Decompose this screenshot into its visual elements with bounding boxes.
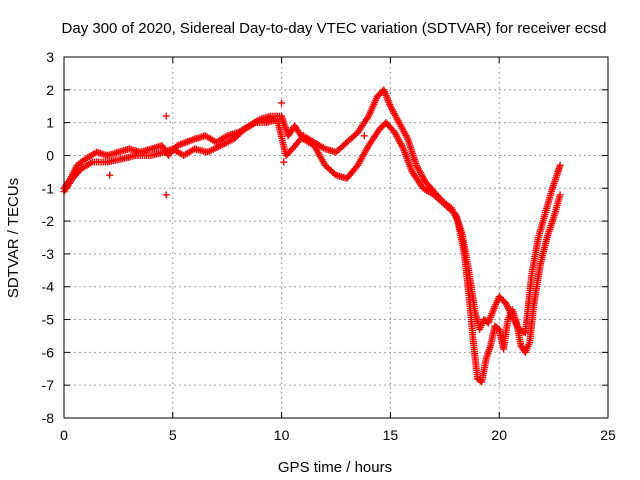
data-point xyxy=(556,161,564,169)
x-tick-label: 0 xyxy=(60,427,68,443)
y-tick-label: -8 xyxy=(42,410,55,426)
gridlines xyxy=(64,57,608,418)
y-tick-label: 0 xyxy=(46,147,54,163)
y-tick-label: -2 xyxy=(42,213,55,229)
x-tick-label: 25 xyxy=(600,427,616,443)
chart-title: Day 300 of 2020, Sidereal Day-to-day VTE… xyxy=(62,20,607,37)
axis-ticks: -8 -7 -6 -5 -4 -3 -2 -1 0 1 2 3 0 5 10 15 20 25 xyxy=(42,49,616,443)
data-point xyxy=(278,99,286,107)
data-point xyxy=(360,132,368,140)
plot-frame xyxy=(63,56,609,419)
y-tick-label: -3 xyxy=(42,246,55,262)
y-tick-label: 2 xyxy=(46,82,54,98)
data-point xyxy=(556,191,564,199)
x-tick-label: 10 xyxy=(274,427,290,443)
y-tick-label: -6 xyxy=(42,344,55,360)
data-markers xyxy=(60,86,564,386)
y-tick-label: -5 xyxy=(42,312,55,328)
y-axis-label: SDTVAR / TECUs xyxy=(5,178,22,298)
x-tick-label: 20 xyxy=(491,427,507,443)
data-point xyxy=(106,171,114,179)
y-tick-label: 1 xyxy=(46,115,54,131)
y-tick-label: -4 xyxy=(42,279,55,295)
x-tick-label: 5 xyxy=(169,427,177,443)
data-point xyxy=(162,191,170,199)
y-tick-label: -7 xyxy=(42,377,55,393)
x-axis-label: GPS time / hours xyxy=(278,459,392,476)
data-point xyxy=(280,158,288,166)
x-tick-label: 15 xyxy=(383,427,399,443)
y-tick-label: 3 xyxy=(46,49,54,65)
y-tick-label: -1 xyxy=(42,180,55,196)
data-point xyxy=(162,112,170,120)
